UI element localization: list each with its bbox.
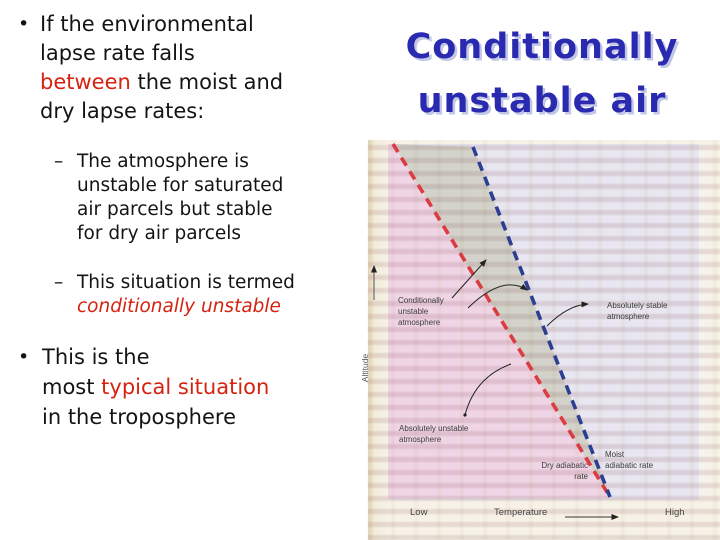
page-title: Conditionally unstable air — [368, 20, 716, 128]
dash-marker: – — [54, 272, 64, 293]
label-dry-adiabatic-rate: Dry adiabatic rate — [541, 461, 588, 481]
bullet-line: air parcels but stable — [77, 199, 273, 220]
bullet-line: between the moist and — [40, 70, 284, 94]
dry-adiabat-line — [391, 143, 612, 498]
bullet-dot: • — [18, 13, 30, 35]
temperature-high-label: High — [665, 507, 685, 518]
highlight-between: between — [40, 70, 131, 94]
label-absolutely-unstable: Absolutely unstable atmosphere — [399, 424, 469, 444]
bullet-line: lapse rate falls — [40, 41, 195, 65]
arrow-absolutely-stable — [546, 301, 589, 327]
dash-marker: – — [54, 151, 64, 172]
subbullet-conditionally-unstable: – This situation is termed conditionally… — [54, 271, 367, 319]
label-conditionally-unstable: Conditionally unstable atmosphere — [398, 296, 444, 327]
stability-diagram: Conditionally unstable atmosphere Absolu… — [360, 140, 720, 540]
temperature-low-label: Low — [410, 507, 428, 518]
title-line-2: unstable air — [417, 81, 667, 121]
bullet-troposphere: • This is the most typical situation in … — [18, 342, 362, 432]
temperature-axis-label: Temperature — [494, 507, 548, 518]
arrow-absolutely-unstable — [464, 363, 512, 416]
subbullet-atmosphere-stability: – The atmosphere is unstable for saturat… — [54, 150, 357, 246]
bullet-line: If the environmental — [40, 12, 254, 36]
altitude-axis-label: Altitude — [360, 353, 370, 383]
arrow-to-moist-line — [467, 283, 528, 309]
highlight-conditionally-unstable: conditionally unstable — [77, 296, 281, 317]
bullet-line: unstable for saturated — [77, 175, 284, 196]
bullet-dot: • — [18, 346, 30, 368]
highlight-typical-situation: typical situation — [101, 375, 270, 399]
diagram-lines — [371, 143, 619, 520]
arrow-dot — [463, 413, 467, 417]
label-absolutely-stable: Absolutely stable atmosphere — [607, 301, 668, 321]
bullet-environmental-lapse: • If the environmental lapse rate falls … — [18, 10, 360, 126]
title-line-1: Conditionally — [405, 27, 679, 67]
bullet-line: in the troposphere — [42, 405, 236, 429]
moist-adiabat-line — [471, 146, 612, 498]
bullet-line: The atmosphere is — [77, 151, 249, 172]
bullet-line: for dry air parcels — [77, 223, 242, 244]
arrow-conditionally-unstable — [451, 259, 487, 299]
bullet-line: dry lapse rates: — [40, 99, 205, 123]
bullet-line: This situation is termed — [77, 272, 295, 293]
bullet-line: most typical situation — [42, 375, 270, 399]
label-moist-adiabatic-rate: Moist adiabatic rate — [605, 450, 654, 470]
bullet-line: This is the — [42, 345, 150, 369]
